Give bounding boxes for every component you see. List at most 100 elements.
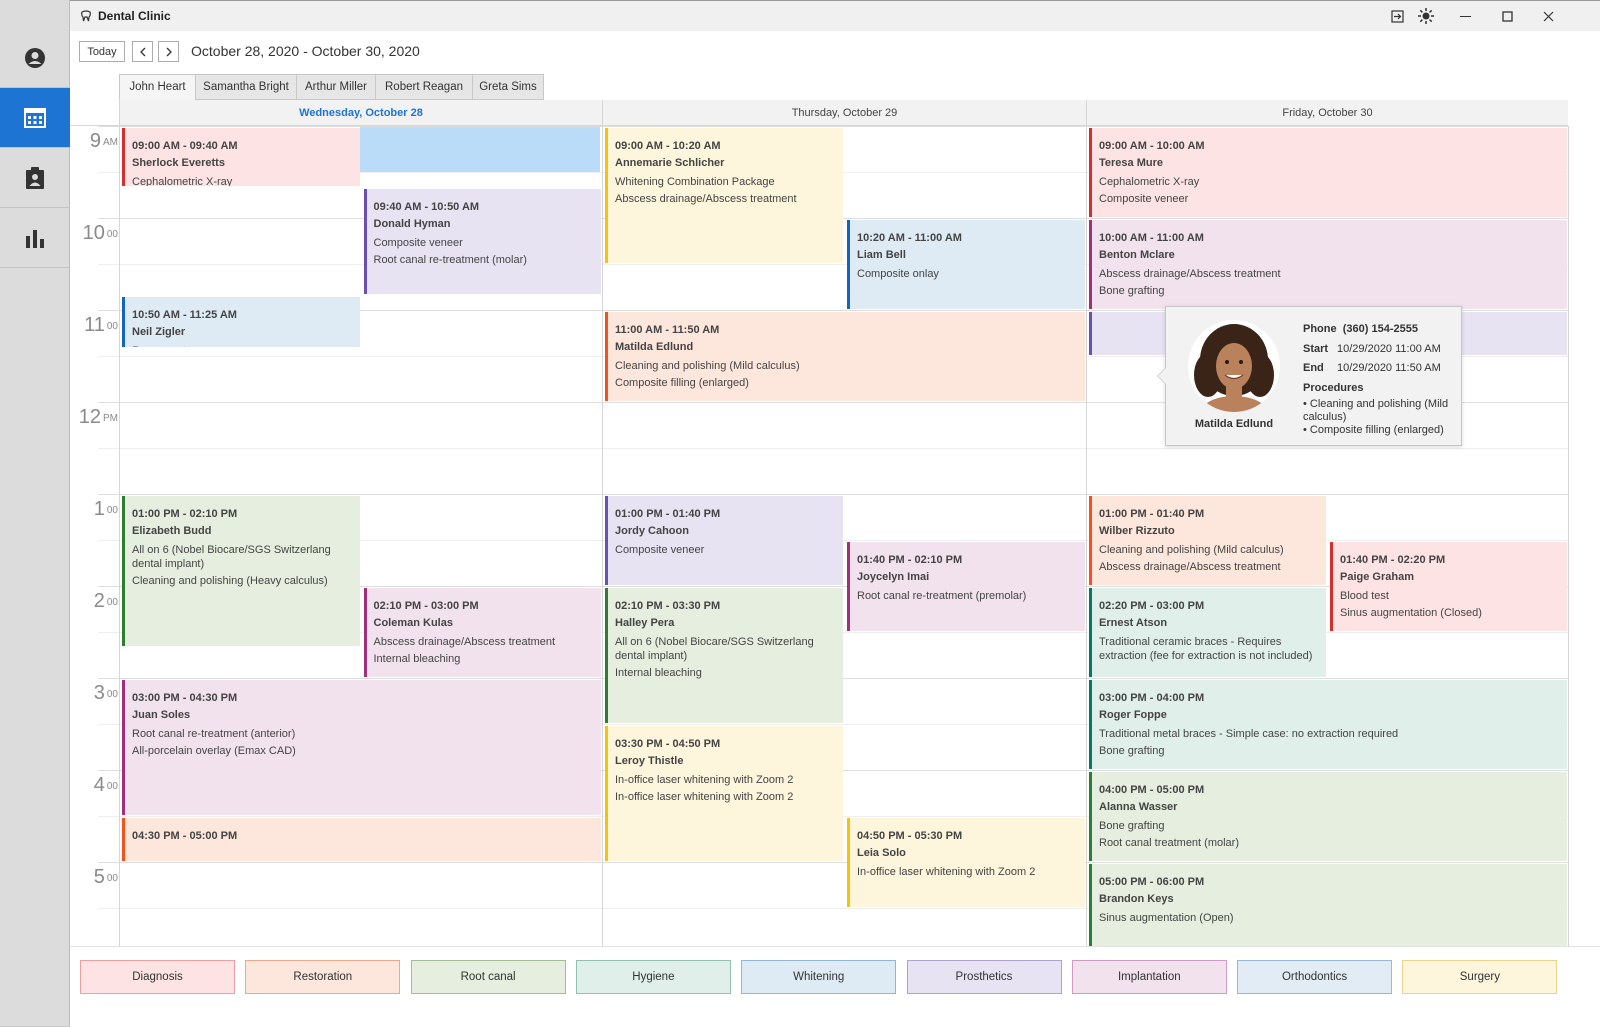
appointment-time: 09:00 AM - 10:20 AM [615,140,721,152]
appointment-patient: Ernest Atson [1099,617,1168,629]
appointment[interactable]: 01:00 PM - 01:40 PM Wilber Rizzuto Cleanin… [1089,496,1326,585]
appointment[interactable]: 01:40 PM - 02:10 PM Joycelyn Imai Root can… [847,542,1085,631]
appointment-patient: Neil Zigler [132,325,186,338]
clipboard-icon [26,166,44,189]
hour-label-number: 4 [93,774,105,796]
half-hour-gridline [98,908,1568,909]
appointment-time: 03:30 PM - 04:50 PM [615,738,721,750]
appointment[interactable]: 09:00 AM - 10:00 AM Teresa Mure Cephalomet… [1089,128,1567,217]
hour-label: 11 00 [70,314,118,337]
appointment[interactable]: 04:50 PM - 05:30 PM Leia Solo In-office la… [847,818,1085,907]
appointment[interactable]: 03:00 PM - 04:00 PM Roger Foppe Traditiona… [1089,680,1567,769]
appointment-procedure: Bone grafting [1099,745,1165,757]
appointment[interactable]: 10:20 AM - 11:00 AM Liam Bell Composite on… [847,220,1085,309]
appointment-patient: Joycelyn Imai [857,571,930,583]
user-circle-icon [25,47,45,68]
appointment-procedure: Cleaning and polishing (Heavy calculus) [132,575,328,587]
legend-item: Whitening [741,960,897,994]
sun-icon [1418,8,1434,24]
appointment[interactable]: 01:40 PM - 02:20 PM Paige Graham Blood tes… [1330,542,1567,631]
hour-label: 9 AM [70,130,118,153]
tooltip-details: Phone (360) 154-2555 Start 10/29/2020 11:… [1303,320,1458,437]
appointment-procedure: Abscess drainage/Abscess treatment [1099,268,1281,280]
time-gutter-header [70,100,119,126]
appointment[interactable]: 02:10 PM - 03:30 PM Halley Pera All on 6 (… [605,588,843,723]
appointment-patient: Elizabeth Budd [132,525,212,537]
appointment[interactable]: 01:00 PM - 02:10 PM Elizabeth Budd All on … [122,496,360,647]
hour-label-suffix: 00 [106,229,118,240]
nav-reports[interactable] [0,208,70,268]
appointment[interactable]: 09:40 AM - 10:50 AM Donald Hyman Composite… [363,189,601,294]
minimize-button[interactable] [1445,1,1485,31]
window-title: Dental Clinic [98,9,171,23]
appointment-procedure: Composite veneer [373,237,463,250]
tooltip-procedure-item: • Composite filling (enlarged) [1303,424,1444,436]
appointment-procedure: Abscess drainage/Abscess treatment [373,636,556,648]
appointment-patient: Brandon Keys [1099,893,1174,905]
appointment[interactable]: 02:10 PM - 03:00 PM Coleman Kulas Abscess … [363,588,601,677]
hour-label-number: 5 [93,866,105,888]
appointment-time: 01:00 PM - 02:10 PM [132,508,238,520]
resource-tab[interactable]: Arthur Miller [296,74,376,100]
hour-label-suffix: 00 [106,873,118,884]
resource-tab[interactable]: Greta Sims [472,74,544,100]
legend-item: Restoration [245,960,401,994]
close-icon [1543,11,1553,21]
tooltip-procedures-label: Procedures [1303,381,1364,394]
close-button[interactable] [1528,1,1568,31]
sign-out-icon [1390,9,1404,23]
appointment-procedure: Root canal re-treatment (molar) [373,254,527,267]
appointment-procedure: Cleaning and polishing (Mild calculus) [1099,544,1284,556]
hour-label-suffix: 00 [106,321,118,332]
appointment-patient: Juan Soles [132,709,191,721]
day-header: Thursday, October 29 [602,100,1086,126]
appointment-patient: Donald Hyman [373,218,451,231]
appointment-procedure: Abscess drainage/Abscess treatment [615,193,797,205]
appointment-procedure: Cephalometric X-ray [1099,176,1200,188]
appointment[interactable]: 10:00 AM - 11:00 AM Benton Mclare Abscess … [1089,220,1567,309]
appointment[interactable]: 09:00 AM - 10:20 AM Annemarie Schlicher Wh… [605,128,843,263]
appointment[interactable]: 01:00 PM - 01:40 PM Jordy Cahoon Composite… [605,496,843,585]
appointment-procedure: Traditional ceramic braces - Requires ex… [1099,636,1313,662]
previous-button[interactable] [132,41,153,62]
hour-label: 1 00 [70,498,118,521]
appointment-procedure: Composite veneer [615,544,705,556]
appointment-patient: Matilda Edlund [615,341,694,353]
appointment-procedure: All on 6 (Nobel Biocare/SGS Switzerlang … [615,636,814,662]
appointment-procedure: All on 6 (Nobel Biocare/SGS Switzerlang … [132,544,331,570]
chevron-right-icon [166,47,172,56]
appointment[interactable]: 09:00 AM - 09:40 AM Sherlock Everetts Ceph… [122,128,360,187]
maximize-button[interactable] [1487,1,1527,31]
appointment-procedure: Sinus augmentation (Open) [1099,912,1234,924]
appointment[interactable]: 02:20 PM - 03:00 PM Ernest Atson Tradition… [1089,588,1326,677]
sign-out-button[interactable] [1377,1,1417,31]
next-button[interactable] [158,41,179,62]
appointment-patient: Coleman Kulas [373,617,453,629]
appointment[interactable]: 03:00 PM - 04:30 PM Juan Soles Root canal … [122,680,601,815]
appointment[interactable]: 03:30 PM - 04:50 PM Leroy Thistle In-offic… [605,726,843,861]
appointment[interactable]: 10:50 AM - 11:25 AM Neil Zigler Re-cement … [122,296,360,348]
nav-patients[interactable] [0,28,70,88]
appointment[interactable]: 04:00 PM - 05:00 PM Alanna Wasser Bone gra… [1089,772,1567,861]
nav-calendar[interactable] [0,88,70,148]
appointment[interactable]: 04:30 PM - 05:00 PM [122,818,601,861]
appointment[interactable]: 11:00 AM - 11:50 AM Matilda Edlund Cleanin… [605,312,1085,401]
appointment-procedure: In-office laser whitening with Zoom 2 [857,866,1036,878]
appointment-patient: Leroy Thistle [615,755,684,767]
legend-item: Orthodontics [1237,960,1393,994]
resource-tab[interactable]: John Heart [119,74,196,100]
hour-gridline [98,402,1568,403]
nav-records[interactable] [0,148,70,208]
resource-tab[interactable]: Robert Reagan [375,74,473,100]
appointment-procedure: Composite filling (enlarged) [615,377,749,389]
appointment-patient: Roger Foppe [1099,709,1167,721]
today-button[interactable]: Today [79,41,125,62]
resource-tab[interactable]: Samantha Bright [195,74,297,100]
hour-label-suffix: 00 [106,597,118,608]
theme-button[interactable] [1406,1,1446,31]
appointment[interactable]: 05:00 PM - 06:00 PM Brandon Keys Sinus aug… [1089,864,1567,952]
appointment-time: 10:50 AM - 11:25 AM [132,308,237,321]
day-separator [119,126,120,954]
selected-cell[interactable] [360,127,600,172]
calendar-icon [24,107,46,128]
